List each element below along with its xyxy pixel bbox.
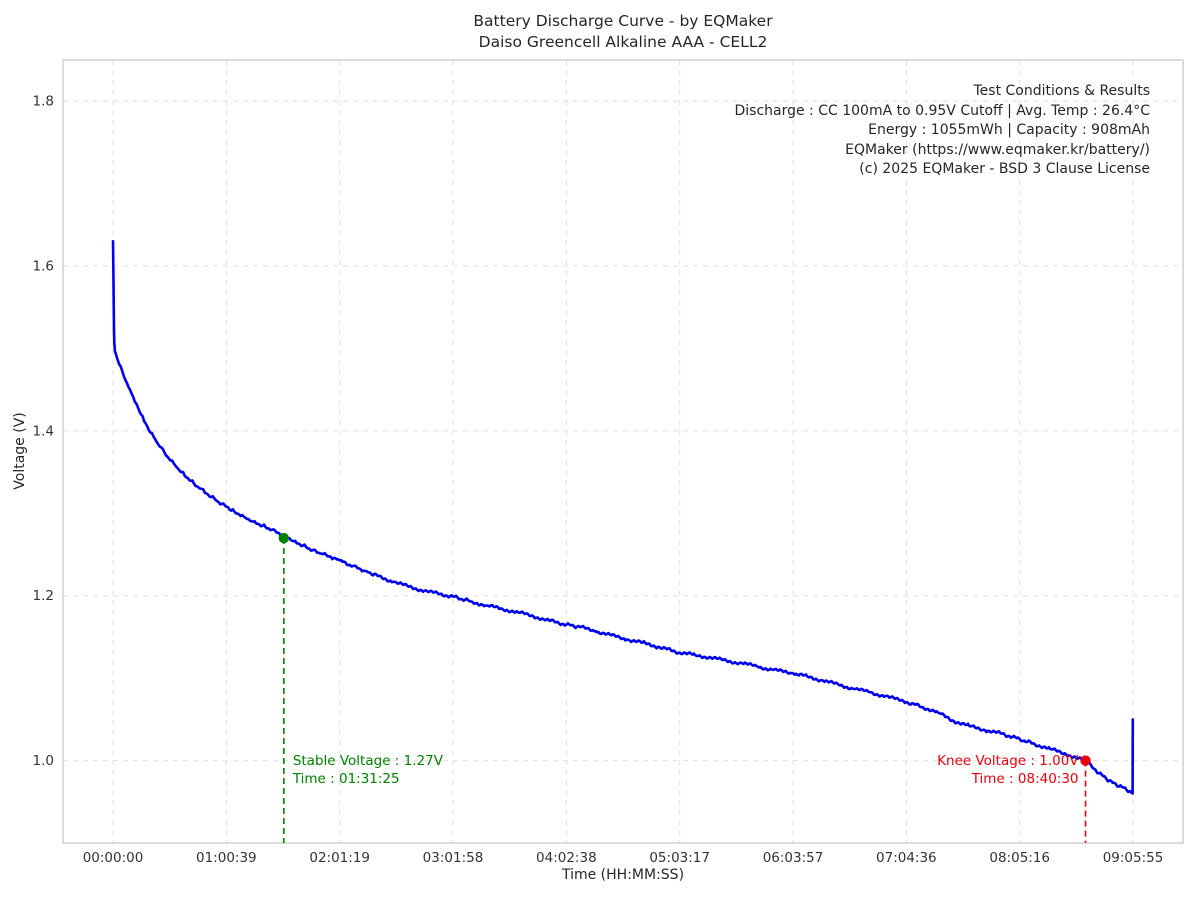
x-tick-label: 09:05:55	[1103, 850, 1164, 866]
x-tick-label: 03:01:58	[423, 850, 484, 866]
y-tick-label: 1.8	[33, 94, 54, 110]
chart-title: Battery Discharge Curve - by EQMaker	[473, 12, 773, 30]
y-tick-label: 1.6	[33, 259, 54, 275]
discharge-curve	[111, 240, 1135, 795]
x-tick-label: 05:03:17	[649, 850, 710, 866]
x-tick-label: 06:03:57	[763, 850, 824, 866]
y-tick-label: 1.2	[33, 588, 54, 604]
stable-voltage-value: Stable Voltage : 1.27V	[292, 753, 443, 769]
x-tick-label: 02:01:19	[309, 850, 370, 866]
conditions-heading: Test Conditions & Results	[973, 83, 1151, 99]
y-tick-label: 1.0	[33, 753, 54, 769]
x-axis-label: Time (HH:MM:SS)	[561, 867, 685, 883]
plot-border	[62, 59, 1184, 844]
title-block: Battery Discharge Curve - by EQMaker Dai…	[63, 11, 1183, 53]
stable-voltage-time: Time : 01:31:25	[292, 771, 400, 787]
knee-voltage-label: Knee Voltage : 1.00V Time : 08:40:30	[937, 752, 1078, 788]
x-tick-label: 01:00:39	[196, 850, 257, 866]
y-tick-label: 1.4	[33, 423, 54, 439]
x-tick-label: 07:04:36	[876, 850, 937, 866]
y-axis-label: Voltage (V)	[12, 412, 28, 490]
x-tick-label: 04:02:38	[536, 850, 597, 866]
stable-voltage-label: Stable Voltage : 1.27V Time : 01:31:25	[293, 752, 443, 788]
knee-voltage-time: Time : 08:40:30	[971, 771, 1079, 787]
x-tick-label: 08:05:16	[989, 850, 1050, 866]
conditions-maker-url: EQMaker (https://www.eqmaker.kr/battery/…	[845, 141, 1150, 158]
test-conditions-box: Test Conditions & Results Discharge : CC…	[734, 82, 1150, 180]
conditions-discharge: Discharge : CC 100mA to 0.95V Cutoff | A…	[734, 102, 1150, 119]
x-tick-label: 00:00:00	[83, 850, 144, 866]
conditions-license: (c) 2025 EQMaker - BSD 3 Clause License	[859, 161, 1150, 177]
stable-voltage-dot	[278, 532, 290, 544]
knee-voltage-dot	[1080, 755, 1091, 766]
chart-subtitle: Daiso Greencell Alkaline AAA - CELL2	[478, 33, 768, 51]
conditions-energy-capacity: Energy : 1055mWh | Capacity : 908mAh	[868, 122, 1150, 138]
knee-voltage-value: Knee Voltage : 1.00V	[937, 753, 1079, 769]
